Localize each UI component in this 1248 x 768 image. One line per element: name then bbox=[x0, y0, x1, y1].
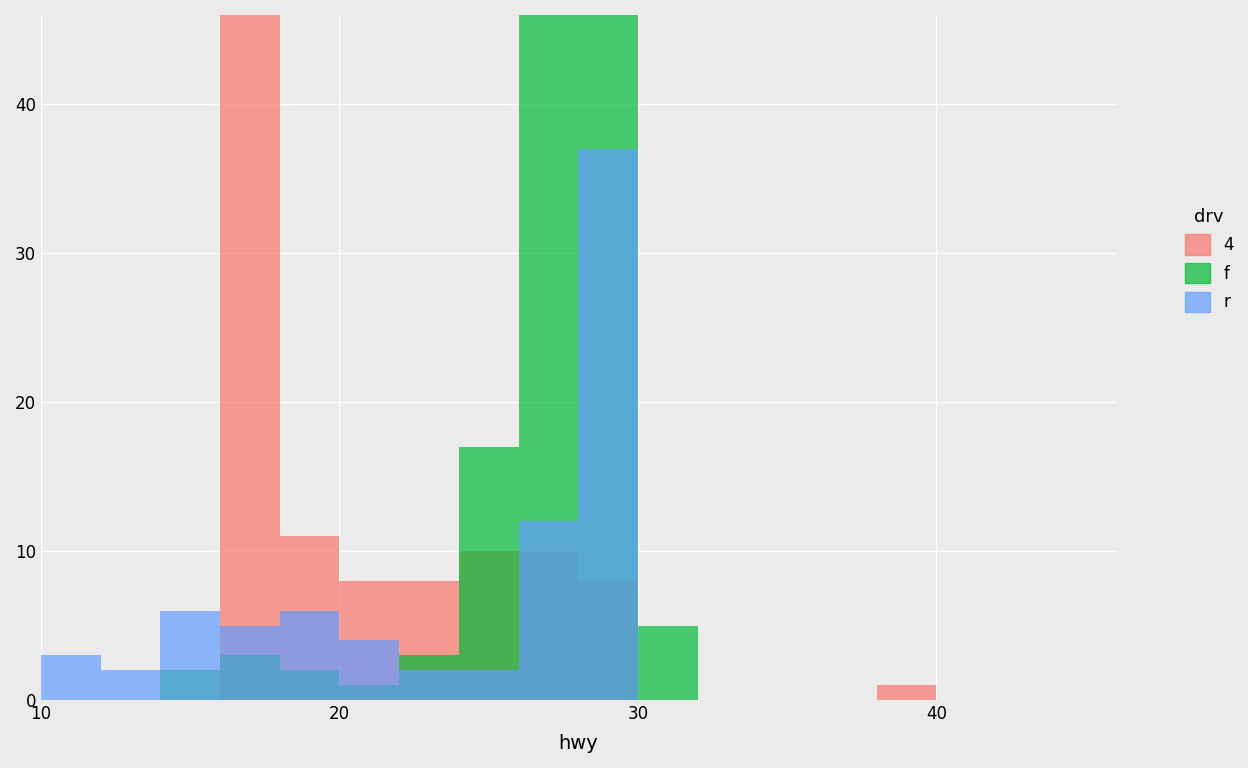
Bar bbox=[280, 670, 339, 700]
Bar bbox=[459, 551, 519, 700]
Bar bbox=[339, 685, 399, 700]
Bar bbox=[220, 626, 280, 700]
Bar bbox=[339, 641, 399, 700]
Bar bbox=[578, 0, 638, 700]
Bar bbox=[161, 611, 220, 700]
Bar bbox=[280, 536, 339, 700]
Bar bbox=[519, 0, 578, 700]
Bar bbox=[339, 581, 399, 700]
Bar bbox=[399, 581, 459, 700]
Bar bbox=[220, 0, 280, 700]
Bar bbox=[399, 655, 459, 700]
Bar bbox=[519, 551, 578, 700]
Legend: 4, f, r: 4, f, r bbox=[1172, 194, 1247, 326]
Bar bbox=[399, 670, 459, 700]
Bar bbox=[41, 655, 101, 700]
Bar bbox=[280, 611, 339, 700]
Bar bbox=[459, 447, 519, 700]
X-axis label: hwy: hwy bbox=[558, 734, 598, 753]
Bar bbox=[578, 581, 638, 700]
Bar bbox=[877, 685, 936, 700]
Bar bbox=[519, 521, 578, 700]
Bar bbox=[578, 149, 638, 700]
Bar bbox=[220, 655, 280, 700]
Bar bbox=[161, 670, 220, 700]
Bar bbox=[101, 670, 161, 700]
Bar bbox=[459, 670, 519, 700]
Bar bbox=[638, 626, 698, 700]
